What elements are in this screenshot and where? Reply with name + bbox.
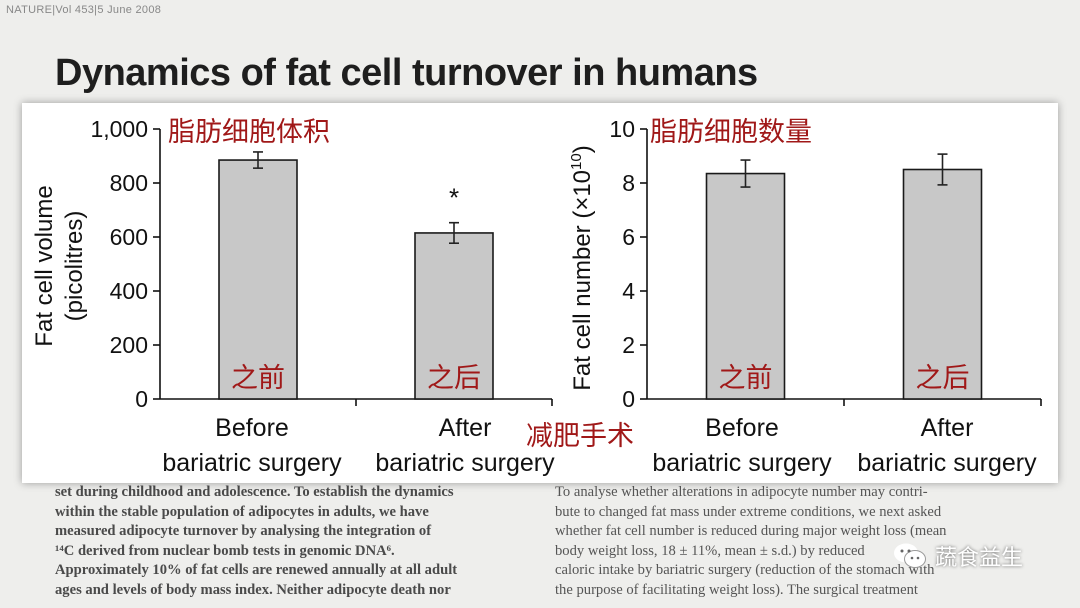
x-category-label-line1: Before	[705, 414, 779, 442]
bar	[414, 232, 494, 400]
x-category-label-line1: After	[921, 414, 974, 442]
x-category-label-line2: bariatric surgery	[375, 449, 555, 477]
paper-line: whether fat cell number is reduced durin…	[555, 523, 947, 539]
y-axis-label: Fat cell number (×1010)	[568, 145, 596, 390]
y-tick-label: 600	[110, 224, 148, 250]
paper-line: body weight loss, 18 ± 11%, mean ± s.d.)…	[555, 542, 865, 559]
watermark: 蔬食益生	[893, 540, 1023, 572]
paper-body-right: To analyse whether alterations in adipoc…	[555, 483, 1025, 608]
paper-line: caloric intake by bariatric surgery (red…	[555, 562, 935, 578]
y-tick-label: 4	[622, 278, 635, 304]
x-category-label-line2: bariatric surgery	[652, 449, 832, 477]
y-tick-label: 0	[622, 386, 635, 412]
paper-line: set during childhood and adolescence. To…	[55, 484, 454, 500]
bar-annotation-label: 之前	[231, 363, 285, 394]
paper-line: within the stable population of adipocyt…	[55, 503, 429, 520]
paper-line: ¹⁴C derived from nuclear bomb tests in g…	[55, 542, 395, 559]
paper-line: bute to changed fat mass under extreme c…	[555, 503, 942, 520]
y-tick-label: 6	[622, 224, 635, 250]
y-tick-label: 10	[609, 116, 635, 142]
x-category-label-line2: bariatric surgery	[162, 449, 342, 477]
journal-header: NATURE|Vol 453|5 June 2008	[6, 4, 162, 16]
bar-annotation-label: 之后	[916, 363, 970, 394]
x-category-label-line1: After	[439, 414, 492, 442]
paper-line: To analyse whether alterations in adipoc…	[555, 484, 928, 500]
figure-panel: 0 200 400 600 800 1,000 Fat cell volume (picoli…	[22, 103, 1058, 483]
y-tick-label: 200	[110, 332, 148, 358]
bar	[705, 172, 786, 400]
significance-mark: *	[449, 183, 459, 213]
bar-charts: 0 200 400 600 800 1,000 Fat cell volume (picoli…	[31, 116, 1042, 477]
surgery-annotation: 减肥手术	[526, 421, 634, 452]
x-category-label-line2: bariatric surgery	[857, 449, 1037, 477]
y-tick-label: 2	[622, 332, 635, 358]
y-tick-label: 8	[622, 170, 635, 196]
x-category-label-line1: Before	[215, 414, 289, 442]
chart-annotation-title: 脂肪细胞体积	[168, 117, 330, 148]
y-axis-label: Fat cell volume (picolitres)	[31, 185, 88, 346]
y-axis-label-text: Fat cell number (×1010)	[568, 145, 596, 390]
y-axis-label-line1: Fat cell volume	[31, 185, 58, 346]
paper-body-left: set during childhood and adolescence. To…	[55, 483, 527, 608]
y-tick-label: 800	[110, 170, 148, 196]
watermark-text: 蔬食益生	[935, 546, 1024, 571]
paper-title: Dynamics of fat cell turnover in humans	[55, 52, 758, 94]
y-axis-label-line2: (picolitres)	[61, 211, 88, 322]
y-tick-label: 0	[135, 386, 148, 412]
wechat-icon	[894, 543, 926, 568]
bar-annotation-label: 之后	[427, 363, 481, 394]
y-tick-label: 1,000	[90, 116, 148, 142]
bar	[902, 168, 983, 400]
y-tick-label: 400	[110, 278, 148, 304]
chart-annotation-title: 脂肪细胞数量	[650, 117, 812, 148]
paper-line: measured adipocyte turnover by analysing…	[55, 523, 432, 539]
bar	[218, 159, 298, 400]
paper-line: ages and levels of body mass index. Neit…	[55, 581, 451, 598]
bar-annotation-label: 之前	[719, 363, 773, 394]
paper-line: Approximately 10% of fat cells are renew…	[55, 562, 458, 578]
paper-line: the purpose of facilitating weight loss)…	[555, 581, 918, 598]
